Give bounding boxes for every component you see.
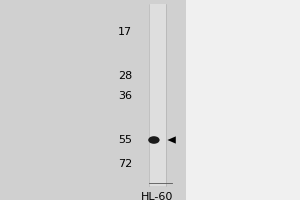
- Text: 55: 55: [118, 135, 132, 145]
- Text: HL-60: HL-60: [141, 192, 174, 200]
- Bar: [149, 4, 166, 186]
- Bar: [0, 0, 186, 200]
- Bar: [186, 0, 300, 200]
- Text: 36: 36: [118, 91, 132, 101]
- Polygon shape: [167, 136, 176, 144]
- Text: 72: 72: [118, 159, 132, 169]
- Ellipse shape: [148, 136, 160, 144]
- Text: 17: 17: [118, 27, 132, 37]
- Text: 28: 28: [118, 71, 132, 81]
